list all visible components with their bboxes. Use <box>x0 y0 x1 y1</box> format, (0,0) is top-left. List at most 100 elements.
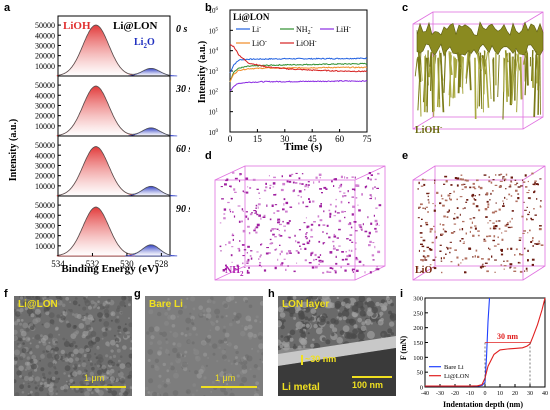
sem-grain <box>19 356 24 361</box>
sem-grain <box>85 347 90 353</box>
sem-grain <box>24 368 28 371</box>
sem-grain <box>302 345 306 349</box>
panel-d-particle <box>227 201 230 204</box>
box-back-face <box>244 165 386 267</box>
panel-e-particle <box>522 179 524 181</box>
sem-grain <box>234 301 237 304</box>
sem-grain <box>349 318 356 326</box>
sem-grain <box>289 312 294 317</box>
panel-e-particle <box>420 203 423 206</box>
sem-grain <box>166 369 170 373</box>
sem-grain <box>97 364 101 368</box>
panel-d-particle <box>364 271 366 274</box>
panel-e-particle <box>502 200 504 202</box>
panel-e-particle <box>502 176 505 178</box>
sem-grain <box>223 338 228 342</box>
panel-d-particle <box>347 223 351 226</box>
panel-d-particle <box>265 252 269 255</box>
panel-e-particle <box>460 262 462 264</box>
panel-d-particle <box>259 262 262 264</box>
panel-a-time-label: 30 s <box>175 84 190 95</box>
sem-grain <box>233 312 237 316</box>
panel-e-particle <box>418 206 421 209</box>
sem-grain <box>125 362 132 368</box>
sem-grain <box>79 388 85 394</box>
panel-d-particle <box>237 205 241 207</box>
panel-e-particle <box>538 228 542 231</box>
panel-c-filament <box>430 54 432 92</box>
panel-d-particle <box>329 203 332 206</box>
sem-grain <box>78 323 85 329</box>
sem-grain <box>53 380 55 382</box>
panel-d-particle <box>286 180 289 183</box>
panel-e-particle <box>524 247 526 250</box>
panel-e-particle <box>502 177 504 180</box>
sem-grain <box>39 386 44 392</box>
sem-grain <box>102 306 106 309</box>
panel-d-particle <box>268 175 270 177</box>
sem-grain <box>329 324 335 329</box>
panel-e-particle <box>425 224 429 226</box>
panel-d-particle <box>279 244 281 246</box>
sem-grain <box>235 350 239 355</box>
sem-grain <box>233 359 237 364</box>
panel-e-particle <box>535 243 539 245</box>
sem-grain <box>45 345 52 351</box>
panel-e-particle <box>449 198 452 201</box>
sem-grain <box>22 342 25 345</box>
panel-e-particle <box>428 201 430 204</box>
panel-d-particle <box>284 229 286 232</box>
panel-d-particle <box>282 208 285 211</box>
panel-a-ytick-label: 40000 <box>35 31 55 40</box>
panel-e-particle <box>420 270 423 272</box>
panel-d-particle <box>245 177 249 180</box>
sem-grain <box>72 371 78 377</box>
panel-e-particle <box>533 208 535 210</box>
sem-grain <box>110 349 114 353</box>
sem-grain <box>46 384 50 387</box>
panel-e-particle <box>435 256 437 258</box>
panel-d-particle <box>344 216 346 219</box>
panel-d-particle <box>241 244 245 246</box>
sem-grain <box>130 340 132 343</box>
panel-d-particle <box>376 268 380 271</box>
panel-d-particle <box>365 185 368 188</box>
panel-c-letter: c <box>402 2 409 14</box>
panel-e-3d-render: LiO- <box>412 165 546 281</box>
sem-grain <box>333 319 339 325</box>
panel-d-particle <box>340 175 343 179</box>
sem-grain <box>107 344 110 347</box>
panel-d-particle <box>255 210 257 213</box>
sem-grain <box>20 318 24 322</box>
sem-grain <box>184 350 188 354</box>
panel-c-filament <box>492 59 494 77</box>
sem-grain <box>27 393 30 395</box>
panel-d-particle <box>257 203 261 206</box>
panel-e-particle <box>503 265 507 267</box>
sem-grain <box>316 300 325 308</box>
panel-a-ytick-label: 40000 <box>35 91 55 100</box>
sem-grain <box>200 340 207 346</box>
panel-d-particle <box>268 252 271 254</box>
panel-a-ytick-label: 10000 <box>35 122 55 131</box>
panel-e-particle <box>495 202 497 204</box>
panel-e-particle <box>494 184 498 186</box>
panel-e-particle <box>441 271 443 274</box>
panel-e-particle <box>483 174 487 176</box>
sem-grain <box>185 389 191 395</box>
sem-grain <box>242 360 248 365</box>
panel-e-particle <box>526 206 528 208</box>
panel-e-particle <box>462 183 466 185</box>
sem-grain <box>171 324 176 328</box>
panel-d-particle <box>345 258 348 261</box>
sem-grain <box>117 305 121 309</box>
sem-grain <box>323 300 332 309</box>
sem-grain <box>109 368 115 374</box>
sem-grain <box>104 328 108 331</box>
panel-d-particle <box>287 265 289 267</box>
panel-e-particle <box>440 194 443 197</box>
panel-e-particle <box>507 222 509 224</box>
panel-e-particle <box>486 200 489 203</box>
panel-i-ytick-label: 50 <box>417 370 424 377</box>
sem-grain <box>248 304 253 309</box>
